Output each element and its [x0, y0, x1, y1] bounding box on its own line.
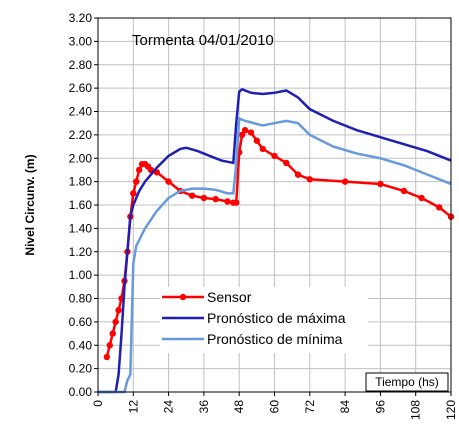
series-marker: [109, 330, 116, 337]
y-tick-label: 3.20: [69, 11, 93, 25]
legend: Sensor Pronóstico de máxima Pronóstico de …: [160, 287, 368, 353]
x-tick-label: 48: [232, 400, 246, 414]
series-line: [98, 87, 452, 394]
y-tick-label: 0.80: [69, 292, 93, 306]
series-marker: [418, 194, 425, 202]
x-label-box: [365, 372, 449, 392]
legend-marker: [179, 293, 187, 301]
series-marker: [130, 190, 137, 197]
series-line: [98, 116, 452, 394]
y-tick-label: 1.20: [69, 245, 93, 259]
y-tick-label: 0.40: [69, 338, 93, 352]
chart-title: Tormenta 04/01/2010: [132, 32, 274, 49]
series-marker: [233, 199, 240, 206]
legend-label: Sensor: [207, 289, 252, 305]
y-tick-label: 2.80: [69, 58, 93, 72]
y-tick-label: 0.20: [69, 362, 93, 376]
series-marker: [436, 204, 443, 211]
y-tick-label: 2.40: [69, 105, 93, 119]
series-marker: [106, 342, 113, 349]
series-marker: [212, 195, 219, 203]
x-tick-label: 84: [338, 400, 352, 414]
series-marker: [238, 131, 246, 139]
series-marker: [224, 198, 231, 205]
series-marker: [103, 353, 111, 361]
x-tick-label: 36: [197, 400, 211, 414]
y-tick-label: 1.60: [69, 198, 93, 212]
y-axis-label: Nivel Circunv. (m): [23, 154, 37, 255]
y-tick-label: 2.60: [69, 81, 93, 95]
y-tick-label: 0.00: [69, 385, 93, 399]
y-tick-label: 1.00: [69, 268, 93, 282]
y-tick-label: 3.00: [69, 34, 93, 48]
series-marker: [165, 178, 172, 185]
series-marker: [294, 171, 302, 178]
y-tick-label: 2.20: [69, 128, 93, 142]
legend-label: Pronóstico de mínima: [207, 331, 343, 347]
x-tick-label: 108: [409, 400, 423, 420]
series-marker: [377, 180, 384, 188]
series-marker: [133, 178, 140, 185]
series-marker: [400, 187, 408, 195]
series-marker: [247, 129, 255, 136]
x-tick-label: 24: [162, 400, 176, 414]
series-marker: [135, 166, 143, 174]
y-tick-label: 1.40: [69, 221, 93, 235]
series-marker: [259, 145, 266, 153]
x-axis-label: Tiempo (hs): [375, 375, 439, 389]
data: [98, 87, 455, 394]
series-marker: [188, 192, 196, 199]
series-marker: [112, 318, 119, 326]
y-tick-label: 1.80: [69, 175, 93, 189]
legend-label: Pronóstico de máxima: [207, 310, 346, 326]
series-marker: [341, 178, 349, 185]
x-tick-label: 120: [444, 400, 458, 420]
series-marker: [200, 194, 208, 202]
series-marker: [283, 159, 290, 167]
x-tick-label: 12: [126, 400, 140, 414]
series-marker: [115, 306, 122, 314]
series-marker: [253, 137, 261, 144]
x-tick-label: 0: [91, 400, 105, 407]
x-tick-label: 60: [268, 400, 282, 414]
series-marker: [241, 127, 249, 134]
series-marker: [306, 176, 313, 183]
x-tick-label: 72: [303, 400, 317, 414]
x-tick-label: 96: [373, 400, 387, 414]
series-marker: [271, 152, 278, 160]
y-tick-label: 2.00: [69, 151, 93, 165]
y-tick-label: 0.60: [69, 315, 93, 329]
